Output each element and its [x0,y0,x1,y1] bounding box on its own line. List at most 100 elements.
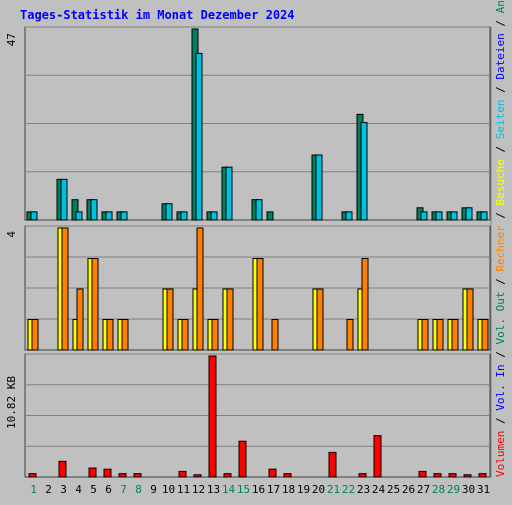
bar-volumen-day-8 [133,473,142,478]
x-tick-label-day-31: 31 [477,483,490,496]
x-tick-label-day-11: 11 [177,483,190,496]
bar-dateien-day-23 [360,121,368,221]
x-tick-label-day-22: 22 [342,483,355,496]
legend-separator: / [494,13,507,33]
bar-rechner-day-5 [91,258,99,351]
legend-separator: / [494,272,507,292]
legend-item-rechner: Rechner [494,225,507,272]
legend-item-besuche: Besuche [494,159,507,205]
bar-volumen-day-21 [328,451,337,478]
x-tick-label-day-13: 13 [207,483,220,496]
bar-dateien-day-14 [225,166,233,221]
bar-anfragen-day-4 [71,199,79,221]
x-tick-label-day-27: 27 [417,483,430,496]
bar-dateien-day-27 [420,211,428,221]
bar-rechner-day-29 [451,319,459,351]
bar-volumen-day-5 [88,467,97,478]
bar-volumen-day-18 [283,473,292,478]
bar-dateien-day-3 [60,178,68,221]
bar-dateien-day-31 [480,211,488,221]
x-tick-label-day-16: 16 [252,483,265,496]
bar-rechner-day-11 [181,319,189,351]
chart-title: Tages-Statistik im Monat Dezember 2024 [20,8,295,22]
x-tick-label-day-25: 25 [387,483,400,496]
bar-rechner-day-10 [166,288,174,351]
x-tick-label-day-12: 12 [192,483,205,496]
bar-rechner-day-16 [256,258,264,351]
bar-rechner-day-31 [481,319,489,351]
x-tick-label-day-2: 2 [45,483,52,496]
bar-volumen-day-13 [208,355,217,478]
bar-anfragen-day-17 [266,211,274,221]
legend-separator: / [494,345,507,365]
legend-item-dateien: Dateien [494,33,507,79]
bar-dateien-day-12 [195,52,203,221]
x-tick-label-day-23: 23 [357,483,370,496]
legend-separator: / [494,139,507,159]
legend-item-seiten: Seiten [494,99,507,139]
bar-rechner-day-23 [361,258,369,351]
bar-volumen-day-31 [478,473,487,478]
bar-volumen-day-1 [28,473,37,478]
x-tick-label-day-26: 26 [402,483,415,496]
bar-rechner-day-22 [346,319,354,351]
x-tick-label-day-18: 18 [282,483,295,496]
y-max-label-requests: 47 [5,33,18,46]
bar-volumen-day-15 [238,440,247,478]
x-tick-label-day-9: 9 [150,483,157,496]
bar-rechner-day-28 [436,319,444,351]
bar-volumen-day-23 [358,473,367,478]
bar-volumen-day-28 [433,473,442,478]
x-tick-label-day-6: 6 [105,483,112,496]
bar-volumen-day-17 [268,468,277,478]
bar-rechner-day-1 [31,319,39,351]
x-tick-label-day-17: 17 [267,483,280,496]
bar-volumen-day-3 [58,460,67,478]
bar-rechner-day-27 [421,319,429,351]
bar-dateien-day-20 [315,154,323,221]
x-tick-label-day-30: 30 [462,483,475,496]
bar-rechner-day-7 [121,319,129,351]
bar-dateien-day-1 [30,211,38,221]
legend-item-vol-in: Vol. In [494,364,507,410]
bar-dateien-day-10 [165,203,173,221]
bar-dateien-day-22 [345,211,353,221]
x-tick-label-day-28: 28 [432,483,445,496]
bar-dateien-day-29 [450,211,458,221]
x-tick-label-day-29: 29 [447,483,460,496]
bar-dateien-day-28 [435,211,443,221]
x-tick-label-day-5: 5 [90,483,97,496]
bar-rechner-day-6 [106,319,114,351]
bar-dateien-day-6 [105,211,113,221]
y-max-label-volume: 10.82 KB [5,376,18,429]
legend-item-anfragen: Anfragen [494,0,507,13]
bar-volumen-day-6 [103,468,112,478]
legend-separator: / [494,411,507,431]
bar-volumen-day-29 [448,473,457,478]
bar-dateien-day-16 [255,199,263,221]
x-tick-label-day-10: 10 [162,483,175,496]
bar-rechner-day-4 [76,288,84,351]
bar-dateien-day-13 [210,211,218,221]
bar-dateien-day-5 [90,199,98,221]
bar-volumen-day-7 [118,473,127,478]
x-tick-label-day-14: 14 [222,483,236,496]
bar-volumen-day-12 [193,474,202,478]
bar-volumen-day-24 [373,435,382,478]
bar-volumen-day-11 [178,470,187,478]
x-tick-label-day-8: 8 [135,483,142,496]
bar-dateien-day-11 [180,211,188,221]
bar-dateien-day-7 [120,211,128,221]
x-tick-label-day-3: 3 [60,483,67,496]
bar-rechner-day-14 [226,288,234,351]
bar-rechner-day-3 [61,227,69,351]
legend-item-vol-out: Vol. Out [494,292,507,345]
legend-separator: / [494,80,507,100]
bar-dateien-day-30 [465,207,473,221]
x-tick-label-day-24: 24 [372,483,386,496]
bar-volumen-day-27 [418,470,427,478]
legend-separator: / [494,205,507,225]
legend-item-volumen: Volumen [494,431,507,477]
bar-rechner-day-17 [271,319,279,351]
